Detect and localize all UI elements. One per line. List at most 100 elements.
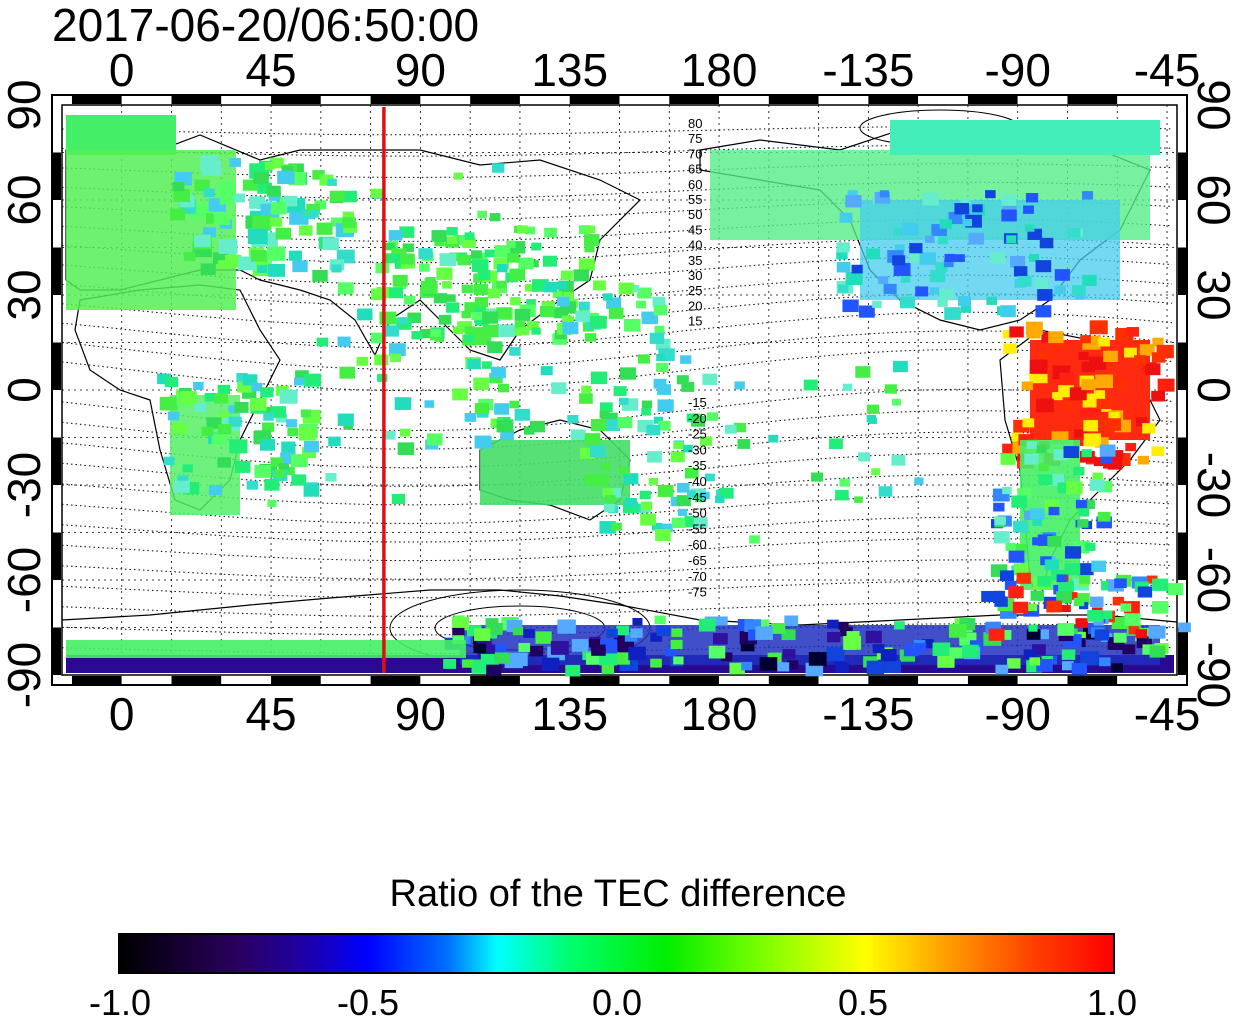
data-patch bbox=[342, 211, 354, 221]
contour-line bbox=[61, 218, 1173, 242]
data-patch bbox=[851, 264, 863, 274]
data-patch bbox=[628, 646, 646, 661]
data-patch bbox=[1023, 205, 1034, 214]
data-patch bbox=[1083, 433, 1101, 447]
data-patch bbox=[944, 253, 956, 262]
data-patch bbox=[388, 254, 401, 264]
data-patch bbox=[1013, 563, 1029, 575]
data-patch bbox=[530, 420, 545, 433]
axis-strip bbox=[1178, 105, 1186, 153]
data-patch bbox=[729, 662, 745, 675]
data-patch bbox=[1114, 379, 1128, 390]
data-patch bbox=[270, 217, 283, 227]
data-patch bbox=[883, 283, 897, 294]
data-patch bbox=[1137, 586, 1153, 598]
contour-label: -70 bbox=[688, 569, 707, 584]
data-patch bbox=[670, 451, 685, 463]
data-patch bbox=[1069, 387, 1087, 401]
data-patch bbox=[539, 306, 555, 318]
data-patch bbox=[518, 327, 530, 336]
data-patch bbox=[486, 664, 502, 677]
data-patch bbox=[1081, 361, 1095, 372]
axis-tick-label: 60 bbox=[0, 174, 50, 225]
data-patch bbox=[836, 261, 851, 273]
data-patch bbox=[565, 664, 581, 677]
data-patch bbox=[1053, 340, 1066, 350]
axis-strip bbox=[420, 676, 471, 684]
data-patch bbox=[1125, 442, 1137, 452]
data-patch bbox=[1036, 445, 1047, 454]
data-patch bbox=[399, 226, 415, 238]
data-patch bbox=[177, 475, 189, 484]
data-patch bbox=[1099, 444, 1116, 457]
data-patch bbox=[194, 234, 211, 248]
data-patch bbox=[420, 281, 438, 294]
data-patch bbox=[1002, 330, 1014, 339]
data-patch bbox=[618, 282, 634, 295]
data-patch bbox=[299, 225, 313, 236]
data-patch bbox=[1057, 482, 1072, 494]
data-patch bbox=[661, 523, 673, 533]
data-patch bbox=[985, 190, 996, 199]
data-patch bbox=[1068, 228, 1081, 238]
data-patch bbox=[514, 408, 531, 421]
axis-strip bbox=[768, 676, 819, 684]
axis-strip bbox=[1117, 96, 1168, 104]
axis-tick-label: 90 bbox=[395, 688, 446, 740]
data-patch bbox=[1120, 603, 1132, 612]
data-patch bbox=[847, 190, 858, 199]
data-patch bbox=[1030, 359, 1047, 372]
data-patch bbox=[932, 231, 945, 241]
data-patch bbox=[1003, 343, 1017, 354]
data-patch bbox=[1027, 603, 1038, 612]
data-patch bbox=[183, 251, 196, 261]
data-patch bbox=[639, 490, 651, 500]
contour-label: 75 bbox=[688, 131, 702, 146]
data-patch bbox=[962, 218, 973, 227]
data-patch bbox=[250, 250, 267, 262]
data-patch bbox=[489, 213, 501, 222]
data-patch bbox=[1001, 209, 1017, 222]
data-patch bbox=[523, 629, 535, 638]
data-patch bbox=[384, 325, 400, 337]
data-patch bbox=[482, 324, 500, 338]
data-patch bbox=[267, 499, 277, 507]
data-patch bbox=[737, 439, 751, 449]
data-patch bbox=[1111, 617, 1128, 630]
data-patch bbox=[509, 268, 526, 281]
contour-label: -30 bbox=[688, 442, 707, 457]
data-patch bbox=[734, 381, 745, 390]
data-patch bbox=[1032, 518, 1043, 526]
data-patch bbox=[312, 170, 325, 180]
data-patch bbox=[374, 354, 389, 366]
data-patch bbox=[193, 381, 204, 390]
data-patch bbox=[331, 264, 342, 273]
data-patch bbox=[637, 287, 652, 299]
axis-strip bbox=[1178, 580, 1186, 628]
data-patch bbox=[1104, 418, 1121, 431]
data-patch bbox=[1084, 542, 1096, 551]
data-patch bbox=[1024, 453, 1039, 465]
data-patch bbox=[1006, 235, 1017, 244]
data-patch bbox=[768, 434, 779, 443]
data-patch bbox=[453, 234, 467, 246]
data-patch bbox=[228, 416, 242, 427]
data-patch bbox=[1135, 629, 1148, 639]
data-patch bbox=[494, 652, 510, 664]
data-patch bbox=[172, 181, 185, 192]
data-patch bbox=[1048, 331, 1064, 344]
data-patch bbox=[998, 630, 1012, 640]
data-patch bbox=[500, 429, 514, 441]
data-patch bbox=[999, 570, 1015, 582]
data-patch bbox=[632, 617, 643, 626]
data-patch bbox=[580, 447, 595, 460]
data-patch bbox=[388, 230, 403, 241]
contour-line bbox=[61, 495, 1173, 524]
axis-strip bbox=[1178, 247, 1186, 295]
axis-tick-label: 30 bbox=[1188, 269, 1240, 320]
data-patch bbox=[826, 647, 845, 662]
axis-tick-label: 180 bbox=[681, 44, 758, 96]
data-patch bbox=[445, 294, 456, 302]
data-patch bbox=[194, 179, 210, 192]
data-patch bbox=[487, 622, 503, 635]
